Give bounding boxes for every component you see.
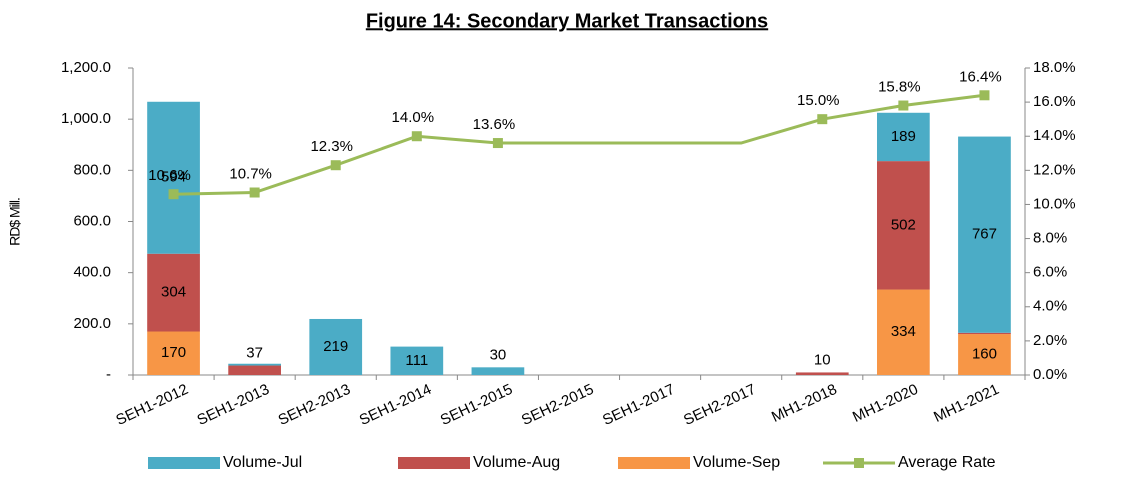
y-tick-label: 1,000.0 bbox=[61, 110, 111, 127]
legend-label: Volume-Sep bbox=[693, 454, 780, 471]
bar-segment bbox=[147, 101, 200, 254]
line-marker bbox=[979, 90, 990, 101]
x-tick-label: SEH2-2017 bbox=[681, 381, 758, 429]
bar-segment bbox=[958, 334, 1011, 375]
x-tick-label: SEH2-2015 bbox=[519, 381, 596, 429]
y2-tick-label: 18.0% bbox=[1033, 59, 1076, 76]
bar-segment bbox=[877, 161, 930, 290]
line-marker bbox=[411, 131, 422, 142]
bar-segment bbox=[228, 365, 281, 375]
x-tick-label: SEH1-2013 bbox=[195, 381, 272, 429]
bar-segment bbox=[958, 332, 1011, 335]
line-marker bbox=[168, 189, 179, 200]
line-marker bbox=[330, 160, 341, 171]
y2-tick-label: 6.0% bbox=[1033, 264, 1067, 281]
bar-segment bbox=[795, 372, 849, 375]
line-marker bbox=[817, 114, 828, 125]
data-label: 37 bbox=[246, 345, 263, 362]
legend-label: Volume-Jul bbox=[223, 454, 302, 471]
data-label: 111 bbox=[405, 352, 428, 369]
chart-title: Figure 14: Secondary Market Transactions bbox=[366, 10, 768, 32]
data-label: 10.7% bbox=[229, 165, 272, 182]
legend-swatch bbox=[398, 457, 470, 469]
y2-tick-label: 4.0% bbox=[1033, 298, 1067, 315]
bar-segment bbox=[958, 136, 1011, 333]
bar-segment bbox=[309, 318, 363, 375]
line bbox=[173, 93, 985, 196]
data-label: 10.6% bbox=[148, 167, 191, 184]
data-label: 502 bbox=[891, 216, 916, 233]
line-marker bbox=[249, 187, 260, 198]
legend-swatch bbox=[618, 457, 690, 469]
data-label: 594 bbox=[161, 169, 186, 186]
data-label: 13.6% bbox=[473, 116, 516, 133]
y2-tick-label: 12.0% bbox=[1033, 161, 1076, 178]
y2-tick-label: 2.0% bbox=[1033, 332, 1067, 349]
y2-tick-label: 14.0% bbox=[1033, 127, 1076, 144]
y2-tick-label: 0.0% bbox=[1033, 366, 1067, 383]
y2-tick-label: 8.0% bbox=[1033, 230, 1067, 247]
data-label: 160 bbox=[972, 346, 997, 363]
x-tick-label: SEH2-2013 bbox=[276, 381, 353, 429]
x-tick-label: MH1-2021 bbox=[931, 381, 1002, 426]
bar-segment bbox=[390, 346, 444, 375]
bar-segment bbox=[877, 112, 930, 162]
x-tick-label: MH1-2020 bbox=[850, 381, 921, 426]
legend-label: Average Rate bbox=[898, 454, 996, 471]
data-label: 30 bbox=[490, 346, 507, 363]
data-label: 10 bbox=[814, 351, 831, 368]
y2-tick-label: 16.0% bbox=[1033, 93, 1076, 110]
y-tick-label: 600.0 bbox=[73, 212, 111, 229]
data-label: 15.8% bbox=[878, 78, 921, 95]
y-tick-label: 400.0 bbox=[73, 264, 111, 281]
x-tick-label: SEH1-2012 bbox=[113, 381, 190, 429]
bar-segment bbox=[228, 363, 281, 366]
data-label: 767 bbox=[972, 226, 997, 243]
data-label: 189 bbox=[891, 128, 916, 145]
data-label: 12.3% bbox=[310, 138, 353, 155]
bar-segment bbox=[471, 367, 525, 375]
x-tick-label: MH1-2018 bbox=[769, 381, 840, 426]
x-tick-label: SEH1-2014 bbox=[357, 381, 434, 429]
data-label: 304 bbox=[161, 284, 186, 301]
y-tick-label: 200.0 bbox=[73, 315, 111, 332]
data-label: 16.4% bbox=[959, 68, 1002, 85]
x-tick-label: SEH1-2015 bbox=[438, 381, 515, 429]
y-axis-label: RD$ Mill. bbox=[7, 198, 23, 246]
line-marker bbox=[898, 100, 909, 111]
legend-swatch bbox=[148, 457, 220, 469]
data-label: 334 bbox=[891, 323, 916, 340]
data-label: 14.0% bbox=[392, 109, 435, 126]
line-marker bbox=[492, 138, 503, 149]
x-tick-label: SEH1-2017 bbox=[600, 381, 677, 429]
data-label: 219 bbox=[323, 338, 348, 355]
data-label: 15.0% bbox=[797, 92, 840, 109]
legend-label: Volume-Aug bbox=[473, 454, 560, 471]
y2-tick-label: 10.0% bbox=[1033, 195, 1076, 212]
y-tick-label: 800.0 bbox=[73, 161, 111, 178]
legend-marker bbox=[854, 458, 864, 468]
bar-segment bbox=[877, 289, 930, 375]
y-tick-label: 1,200.0 bbox=[61, 59, 111, 76]
y-tick-label: - bbox=[106, 366, 111, 383]
bar-segment bbox=[147, 253, 200, 332]
bar-segment bbox=[147, 331, 200, 375]
data-label: 170 bbox=[161, 344, 186, 361]
